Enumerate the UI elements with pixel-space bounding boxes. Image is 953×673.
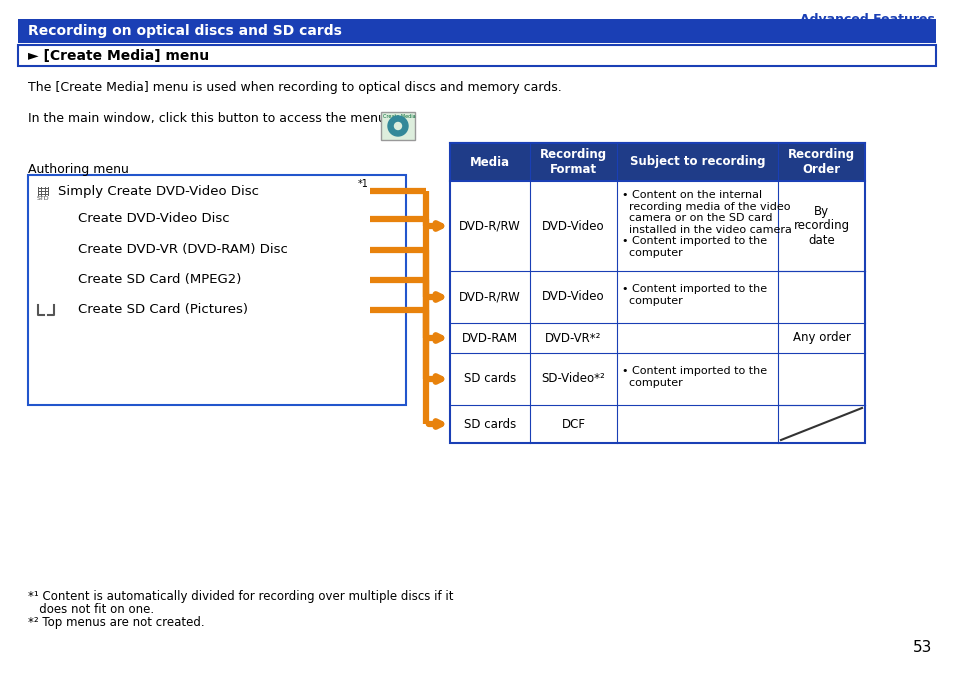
Text: Media: Media [470,155,510,168]
Text: SD cards: SD cards [463,417,516,431]
Text: DVD-VR*²: DVD-VR*² [545,332,601,345]
Bar [28,175,406,405]
Text: DCF: DCF [561,417,585,431]
Text: does not fit on one.: does not fit on one. [28,603,154,616]
Text: • Content imported to the
  computer: • Content imported to the computer [621,284,766,306]
Text: SD-Video*²: SD-Video*² [541,372,605,386]
Text: Create DVD-Video Disc: Create DVD-Video Disc [78,213,230,225]
Text: *¹ Content is automatically divided for recording over multiple discs if it: *¹ Content is automatically divided for … [28,590,453,603]
Text: The [Create Media] menu is used when recording to optical discs and memory cards: The [Create Media] menu is used when rec… [28,81,561,94]
Text: Create DVD-VR (DVD-RAM) Disc: Create DVD-VR (DVD-RAM) Disc [78,244,288,256]
Text: DVD-R/RW: DVD-R/RW [458,219,520,232]
Text: Recording
Order: Recording Order [787,148,854,176]
Text: Subject to recording: Subject to recording [629,155,764,168]
Bar [18,19,935,43]
Text: Create SD Card (MPEG2): Create SD Card (MPEG2) [78,273,241,287]
Bar [18,45,935,66]
Text: Authoring menu: Authoring menu [28,163,129,176]
Text: DVD-Video: DVD-Video [541,219,604,232]
Bar [450,143,864,181]
Text: Create SD Card (Pictures): Create SD Card (Pictures) [78,304,248,316]
Text: *1: *1 [357,179,369,189]
Text: DVD-R/RW: DVD-R/RW [458,291,520,304]
Text: In the main window, click this button to access the menu:: In the main window, click this button to… [28,112,390,125]
Text: Simply Create DVD-Video Disc: Simply Create DVD-Video Disc [58,184,258,197]
Text: Create Media: Create Media [382,114,416,119]
Text: By
recording
date: By recording date [793,205,849,248]
Bar [380,112,415,140]
Text: STD: STD [36,197,50,201]
Text: Recording on optical discs and SD cards: Recording on optical discs and SD cards [28,24,341,38]
Text: Recording
Format: Recording Format [539,148,606,176]
Text: • Content imported to the
  computer: • Content imported to the computer [621,366,766,388]
Text: ► [Create Media] menu: ► [Create Media] menu [28,49,209,63]
Text: • Content on the internal
  recording media of the video
  camera or on the SD c: • Content on the internal recording medi… [621,190,791,258]
Text: DVD-Video: DVD-Video [541,291,604,304]
Circle shape [388,116,408,136]
Text: Any order: Any order [792,332,849,345]
Text: *² Top menus are not created.: *² Top menus are not created. [28,616,204,629]
Circle shape [395,122,401,129]
Text: SD cards: SD cards [463,372,516,386]
Text: Advanced Features: Advanced Features [800,13,934,26]
Text: 53: 53 [912,640,931,655]
Bar [450,143,864,443]
Text: DVD-RAM: DVD-RAM [461,332,517,345]
